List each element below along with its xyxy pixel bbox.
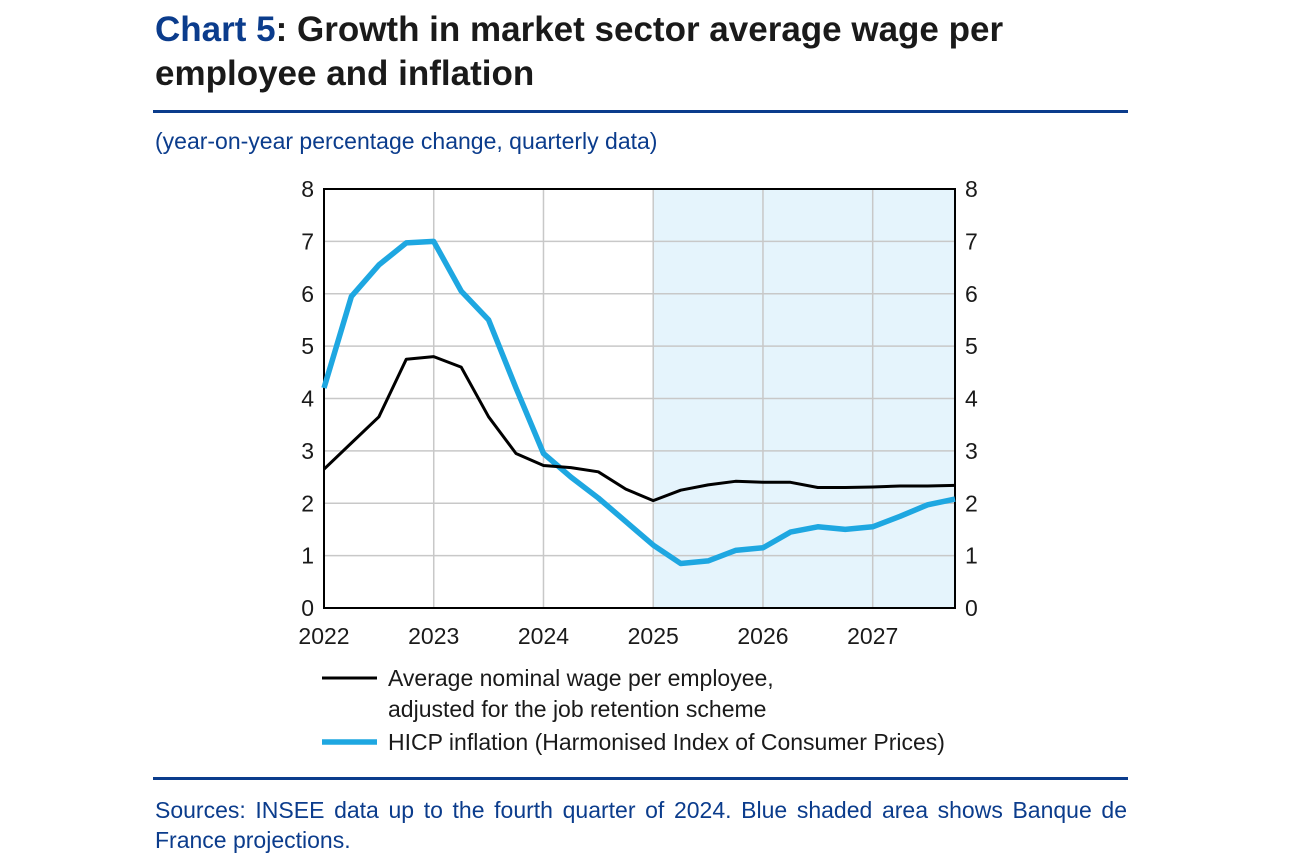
y-tick-label-left: 2 — [301, 490, 314, 516]
y-tick-label-right: 7 — [965, 228, 978, 254]
x-tick-label: 2022 — [298, 623, 349, 649]
legend-hicp-label: HICP inflation (Harmonised Index of Cons… — [388, 729, 945, 755]
y-tick-label-right: 8 — [965, 176, 978, 202]
y-tick-label-left: 6 — [301, 281, 314, 307]
chart-subtitle: (year-on-year percentage change, quarter… — [155, 128, 658, 154]
plot-frame — [323, 188, 956, 609]
chart-title: Chart 5: Growth in market sector average… — [155, 8, 1135, 96]
y-tick-label-left: 5 — [301, 333, 314, 359]
legend-wage-label-line1: Average nominal wage per employee, — [388, 665, 774, 691]
y-tick-label-left: 3 — [301, 438, 314, 464]
y-tick-label-left: 0 — [301, 595, 314, 621]
y-tick-label-right: 3 — [965, 438, 978, 464]
y-tick-label-left: 8 — [301, 176, 314, 202]
x-tick-label: 2023 — [408, 623, 459, 649]
y-tick-label-right: 1 — [965, 543, 978, 569]
x-tick-label: 2025 — [628, 623, 679, 649]
chart-title-text: : Growth in market sector average wage p… — [155, 10, 1004, 93]
hicp-series-line — [321, 238, 956, 567]
x-tick-label: 2027 — [847, 623, 898, 649]
top-divider — [153, 110, 1128, 113]
y-tick-label-left: 1 — [301, 543, 314, 569]
wage-series-line — [322, 355, 956, 503]
y-tick-label-right: 4 — [965, 386, 978, 412]
y-tick-label-right: 5 — [965, 333, 978, 359]
y-tick-label-right: 2 — [965, 490, 978, 516]
x-tick-label: 2024 — [518, 623, 569, 649]
y-tick-label-right: 0 — [965, 595, 978, 621]
y-tick-label-left: 4 — [301, 386, 314, 412]
x-tick-label: 2026 — [737, 623, 788, 649]
legend-wage-label-line2: adjusted for the job retention scheme — [388, 696, 766, 722]
y-tick-label-right: 6 — [965, 281, 978, 307]
y-tick-label-left: 7 — [301, 228, 314, 254]
bottom-divider — [153, 777, 1128, 780]
chart-number: Chart 5 — [155, 10, 276, 49]
sources-note: Sources: INSEE data up to the fourth qua… — [155, 797, 1127, 853]
